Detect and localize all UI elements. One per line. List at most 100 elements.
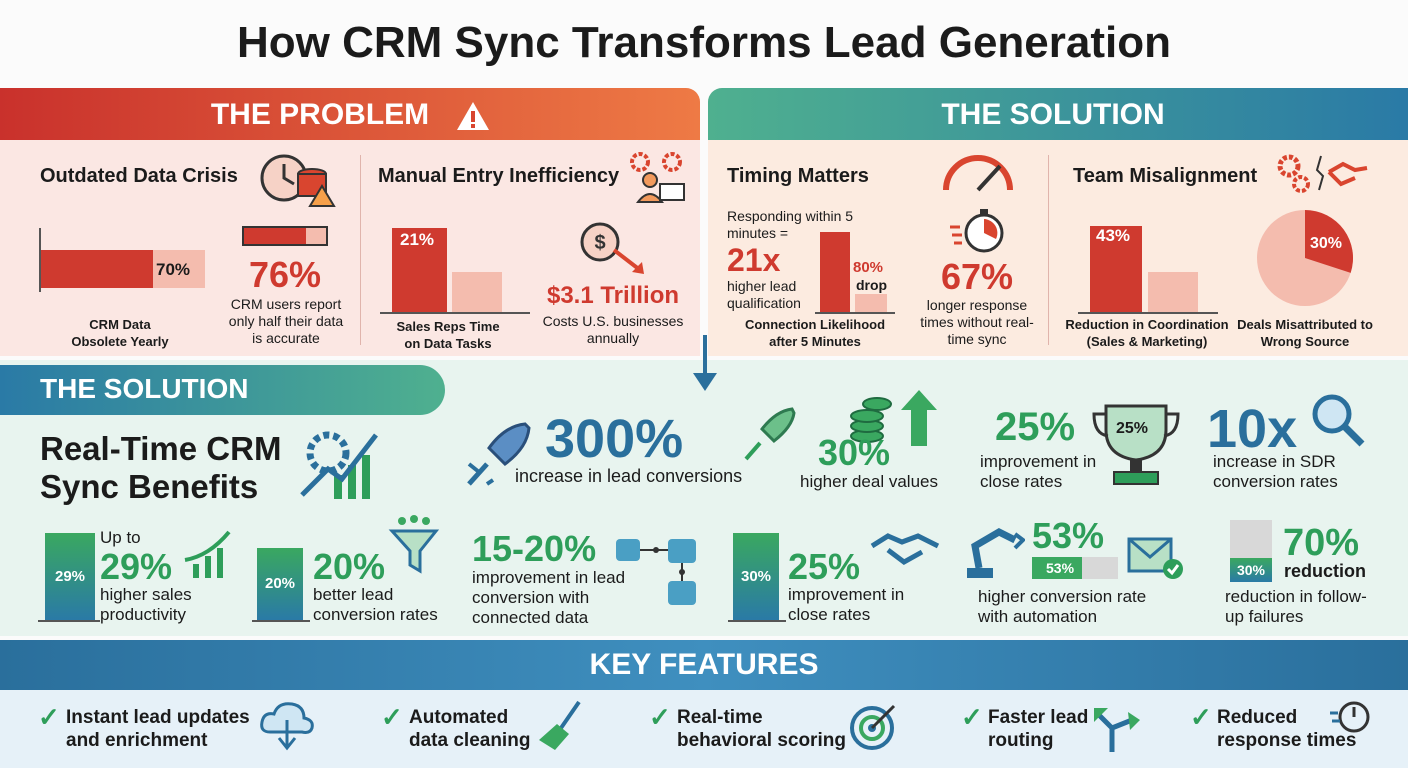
divider [360, 155, 361, 345]
features-header [0, 640, 1408, 690]
down-arrow [693, 335, 717, 391]
stat-caption: increase in lead conversions [515, 466, 743, 486]
panel-title: Manual Entry Inefficiency [378, 165, 620, 187]
panel-title: Timing Matters [727, 165, 869, 187]
features-box [0, 690, 1408, 768]
stat-caption: reduction in follow-up failures [1225, 587, 1367, 626]
stat: 70% [1283, 522, 1360, 564]
stat: 21x [727, 242, 781, 278]
lead-text: Responding within 5 minutes = [727, 208, 854, 241]
stat-caption: better lead conversion rates [313, 585, 438, 624]
clock-icon [260, 154, 336, 207]
solution-pill [0, 365, 445, 415]
email-icon [1127, 537, 1183, 579]
stat-caption: improvement in close rates [788, 585, 905, 624]
handshake-icon [870, 533, 940, 565]
pie-slice [1305, 210, 1353, 273]
bar [1230, 558, 1272, 582]
stat-caption: Costs U.S. businesses annually [542, 313, 684, 346]
check: ✓ [649, 702, 671, 732]
stat: 67% [940, 256, 1014, 297]
bar-caption: Sales Reps Time on Data Tasks [396, 319, 500, 351]
bar [41, 250, 153, 288]
stopwatch-icon [1330, 701, 1370, 733]
rocket-icon [467, 422, 531, 486]
bar [855, 294, 887, 312]
stat-caption: improvement in lead conversion with conn… [472, 568, 626, 627]
stopwatch-icon [950, 209, 1004, 253]
check: ✓ [38, 702, 60, 732]
bar-label: 29% [54, 568, 86, 585]
stat-caption: longer response times without real-time … [920, 297, 1034, 347]
pie-caption: Deals Misattributed to Wrong Source [1237, 317, 1373, 349]
stat: 20% [313, 546, 386, 587]
stat-caption: higher deal values [800, 472, 938, 491]
bar-label: 80% [853, 259, 884, 276]
stat-caption: higher sales productivity [100, 585, 192, 624]
bar [392, 228, 447, 312]
stat-suffix: reduction [1284, 561, 1367, 581]
panel-title: Team Misalignment [1073, 165, 1258, 187]
bar [1090, 226, 1142, 312]
stat: $3.1 Trillion [546, 282, 680, 309]
bar [733, 533, 779, 620]
target-icon [850, 704, 896, 750]
stat: 29% [100, 546, 173, 587]
axis-line [38, 620, 100, 622]
bar-label: 53% [1046, 560, 1075, 576]
axis-line [1078, 312, 1218, 314]
axis-line [39, 228, 41, 292]
bar [257, 548, 303, 620]
gauge-icon [943, 155, 1013, 192]
stat: 25% [788, 546, 861, 587]
stat: 15-20% [472, 528, 597, 569]
bar-label: 30% [1236, 562, 1266, 578]
magnifier-icon [1312, 394, 1365, 447]
stat: 300% [545, 409, 684, 469]
panel-title: Outdated Data Crisis [40, 165, 238, 187]
solution-heading: THE SOLUTION [941, 98, 1165, 131]
axis-line [815, 312, 895, 314]
chart-icon [184, 530, 231, 578]
cloud-icon [260, 702, 314, 751]
money-icon: $ [580, 222, 644, 274]
check: ✓ [381, 702, 403, 732]
subtitle: Real-Time CRM Sync Benefits [40, 430, 282, 505]
problem-header [0, 88, 700, 140]
stat: 76% [248, 254, 322, 295]
bar [45, 533, 95, 620]
routing-icon [1094, 708, 1140, 752]
solution-heading: THE SOLUTION [40, 373, 249, 404]
stat: 53% [1032, 515, 1105, 556]
feature: Reduced response times [1217, 707, 1357, 751]
feature: Faster lead routing [988, 707, 1089, 751]
pie [1257, 210, 1353, 306]
stat: 10x [1207, 399, 1298, 459]
axis-line [728, 620, 786, 622]
bar-note: drop [856, 277, 888, 293]
stat-caption: increase in SDR conversion rates [1213, 452, 1338, 491]
network-icon [616, 539, 696, 605]
ref-bar [820, 232, 850, 312]
feature: Real-time behavioral scoring [677, 707, 846, 751]
bar-label: 30% [740, 568, 772, 585]
stat-caption: improvement in close rates [980, 452, 1097, 491]
bar-label: 43% [1096, 226, 1131, 245]
trophy-icon [1092, 404, 1180, 485]
warning-icon [457, 102, 489, 130]
bar-label: 70% [156, 260, 191, 279]
trophy-label: 25% [1116, 420, 1149, 437]
axis-line [252, 620, 310, 622]
decor-bar [242, 226, 328, 246]
svg-text:$: $ [594, 232, 605, 254]
feature: Automated data cleaning [409, 707, 531, 751]
ref-bar [452, 272, 502, 312]
stat: 25% [995, 405, 1076, 449]
robot-arm-icon [967, 528, 1025, 578]
bar-caption: Reduction in Coordination (Sales & Marke… [1065, 317, 1229, 349]
stat-caption: CRM users report only half their data is… [228, 296, 344, 346]
problem-heading: THE PROBLEM [210, 98, 430, 131]
solution-header [708, 88, 1408, 140]
bar-label: 21% [400, 230, 435, 249]
